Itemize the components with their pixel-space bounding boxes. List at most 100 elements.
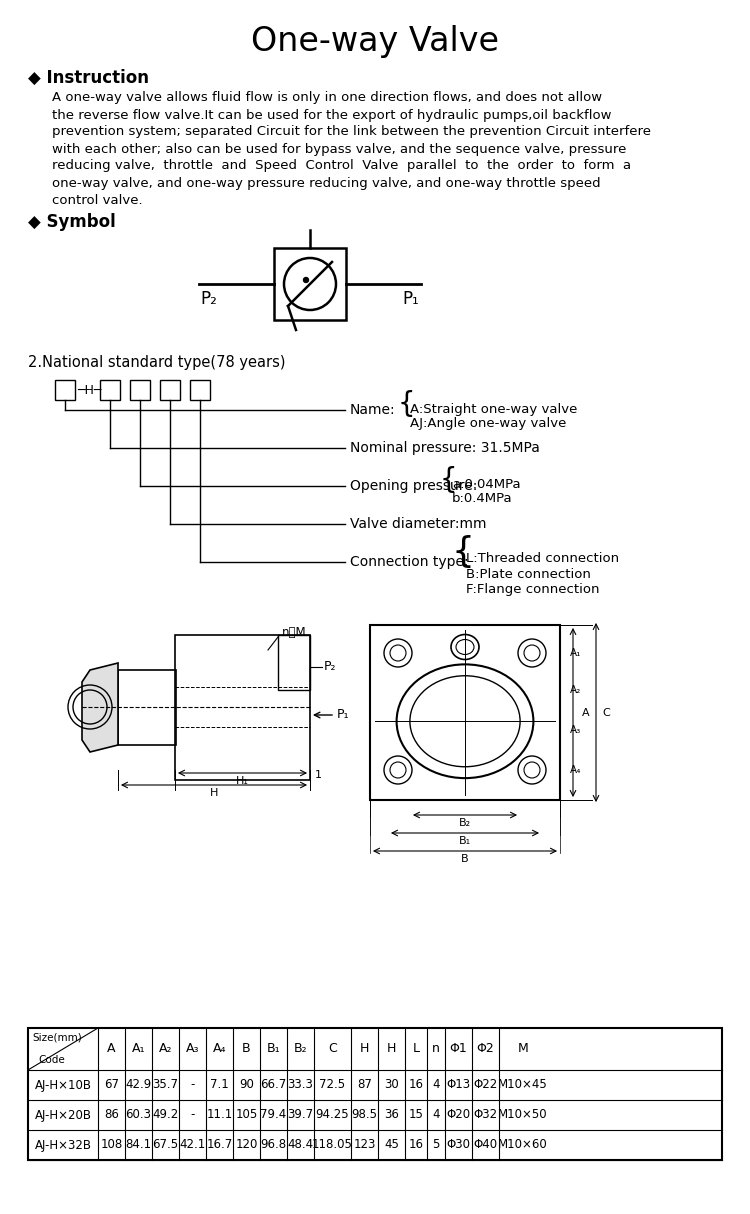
Text: M10×60: M10×60 (498, 1139, 548, 1152)
Text: Opening pressure:: Opening pressure: (350, 480, 477, 493)
Text: A₁: A₁ (570, 648, 581, 658)
Text: B: B (461, 853, 469, 864)
Text: -: - (190, 1078, 195, 1091)
Text: 15: 15 (409, 1108, 424, 1122)
Text: A: A (582, 708, 590, 717)
Bar (28, 1028, 722, 1161)
Text: C: C (328, 1043, 337, 1055)
Text: A₄: A₄ (570, 765, 581, 775)
Text: AJ-H×32B: AJ-H×32B (34, 1139, 92, 1152)
Text: Φ32: Φ32 (473, 1108, 497, 1122)
Text: 49.2: 49.2 (152, 1108, 178, 1122)
Text: 108: 108 (100, 1139, 123, 1152)
Text: Φ1: Φ1 (450, 1043, 467, 1055)
Text: 86: 86 (104, 1108, 119, 1122)
Text: H₁: H₁ (236, 776, 249, 785)
Text: {: { (398, 390, 416, 418)
Text: Name:: Name: (350, 403, 396, 416)
Text: H: H (360, 1043, 369, 1055)
Text: A₄: A₄ (213, 1043, 226, 1055)
Text: 4: 4 (432, 1108, 439, 1122)
Text: A₂: A₂ (570, 685, 581, 694)
Text: 66.7: 66.7 (260, 1078, 286, 1091)
Text: n: n (432, 1043, 440, 1055)
Bar (190, 380, 210, 399)
Text: A₃: A₃ (186, 1043, 200, 1055)
Text: A:Straight one-way valve: A:Straight one-way valve (410, 403, 578, 415)
Text: Φ40: Φ40 (473, 1139, 497, 1152)
Text: Φ13: Φ13 (446, 1078, 470, 1091)
Text: A₃: A₃ (570, 725, 581, 734)
Text: Φ22: Φ22 (473, 1078, 498, 1091)
Text: 90: 90 (239, 1078, 254, 1091)
Text: AJ:Angle one-way valve: AJ:Angle one-way valve (410, 416, 566, 430)
Text: 105: 105 (236, 1108, 258, 1122)
Text: 96.8: 96.8 (260, 1139, 286, 1152)
Text: ◆ Instruction: ◆ Instruction (28, 69, 149, 87)
Text: b:0.4MPa: b:0.4MPa (452, 493, 513, 505)
Bar (278, 635, 310, 690)
Text: a:0.04MPa: a:0.04MPa (452, 478, 520, 492)
Text: 1: 1 (314, 770, 322, 781)
Text: Connection type:: Connection type: (350, 555, 469, 569)
Text: L: L (413, 1043, 419, 1055)
Text: 60.3: 60.3 (125, 1108, 152, 1122)
Text: P₁: P₁ (403, 290, 419, 308)
Text: M: M (518, 1043, 528, 1055)
Text: -: - (190, 1108, 195, 1122)
Circle shape (304, 278, 308, 283)
Text: One-way Valve: One-way Valve (251, 25, 499, 58)
Text: 2.National standard type(78 years): 2.National standard type(78 years) (28, 354, 286, 369)
Text: 67: 67 (104, 1078, 119, 1091)
Text: 48.4: 48.4 (287, 1139, 314, 1152)
Text: A₂: A₂ (159, 1043, 172, 1055)
Text: 11.1: 11.1 (206, 1108, 232, 1122)
Text: {: { (452, 535, 475, 569)
Text: Nominal pressure: 31.5MPa: Nominal pressure: 31.5MPa (350, 441, 540, 455)
Text: 67.5: 67.5 (152, 1139, 178, 1152)
Text: 39.7: 39.7 (287, 1108, 314, 1122)
Text: the reverse flow valve.It can be used for the export of hydraulic pumps,oil back: the reverse flow valve.It can be used fo… (52, 108, 611, 121)
Bar (370, 625, 560, 800)
Text: 42.9: 42.9 (125, 1078, 152, 1091)
Text: 45: 45 (384, 1139, 399, 1152)
Text: B₂: B₂ (459, 818, 471, 828)
Text: ◆ Symbol: ◆ Symbol (28, 212, 116, 231)
Text: B₂: B₂ (294, 1043, 307, 1055)
Text: 35.7: 35.7 (152, 1078, 178, 1091)
Text: 33.3: 33.3 (287, 1078, 314, 1091)
Text: 30: 30 (384, 1078, 399, 1091)
Text: Φ20: Φ20 (446, 1108, 470, 1122)
Text: 72.5: 72.5 (320, 1078, 346, 1091)
Text: 118.05: 118.05 (312, 1139, 353, 1152)
Text: 98.5: 98.5 (352, 1108, 377, 1122)
Bar (175, 635, 310, 781)
Bar (274, 248, 346, 320)
Text: control valve.: control valve. (52, 193, 142, 206)
Text: 84.1: 84.1 (125, 1139, 152, 1152)
Text: reducing valve,  throttle  and  Speed  Control  Valve  parallel  to  the  order : reducing valve, throttle and Speed Contr… (52, 159, 631, 172)
Bar (100, 380, 120, 399)
Text: H: H (210, 788, 218, 798)
Bar (160, 380, 180, 399)
Text: F:Flange connection: F:Flange connection (466, 583, 599, 596)
Text: Size(mm): Size(mm) (32, 1033, 82, 1043)
Text: M10×45: M10×45 (498, 1078, 548, 1091)
Bar (55, 380, 75, 399)
Text: AJ-H×20B: AJ-H×20B (34, 1108, 92, 1122)
Text: C: C (602, 708, 610, 717)
Text: AJ-H×10B: AJ-H×10B (34, 1078, 92, 1091)
Text: 123: 123 (353, 1139, 376, 1152)
Text: M10×50: M10×50 (498, 1108, 548, 1122)
Text: P₂: P₂ (324, 660, 337, 674)
Polygon shape (82, 663, 118, 751)
Text: B₁: B₁ (267, 1043, 280, 1055)
Text: 87: 87 (357, 1078, 372, 1091)
Text: A: A (107, 1043, 116, 1055)
Text: ─H─: ─H─ (77, 384, 101, 397)
Text: A one-way valve allows fluid flow is only in one direction flows, and does not a: A one-way valve allows fluid flow is onl… (52, 91, 602, 104)
Text: n－M: n－M (282, 626, 307, 640)
Text: 94.25: 94.25 (316, 1108, 350, 1122)
Text: B: B (242, 1043, 250, 1055)
Text: 16: 16 (409, 1078, 424, 1091)
